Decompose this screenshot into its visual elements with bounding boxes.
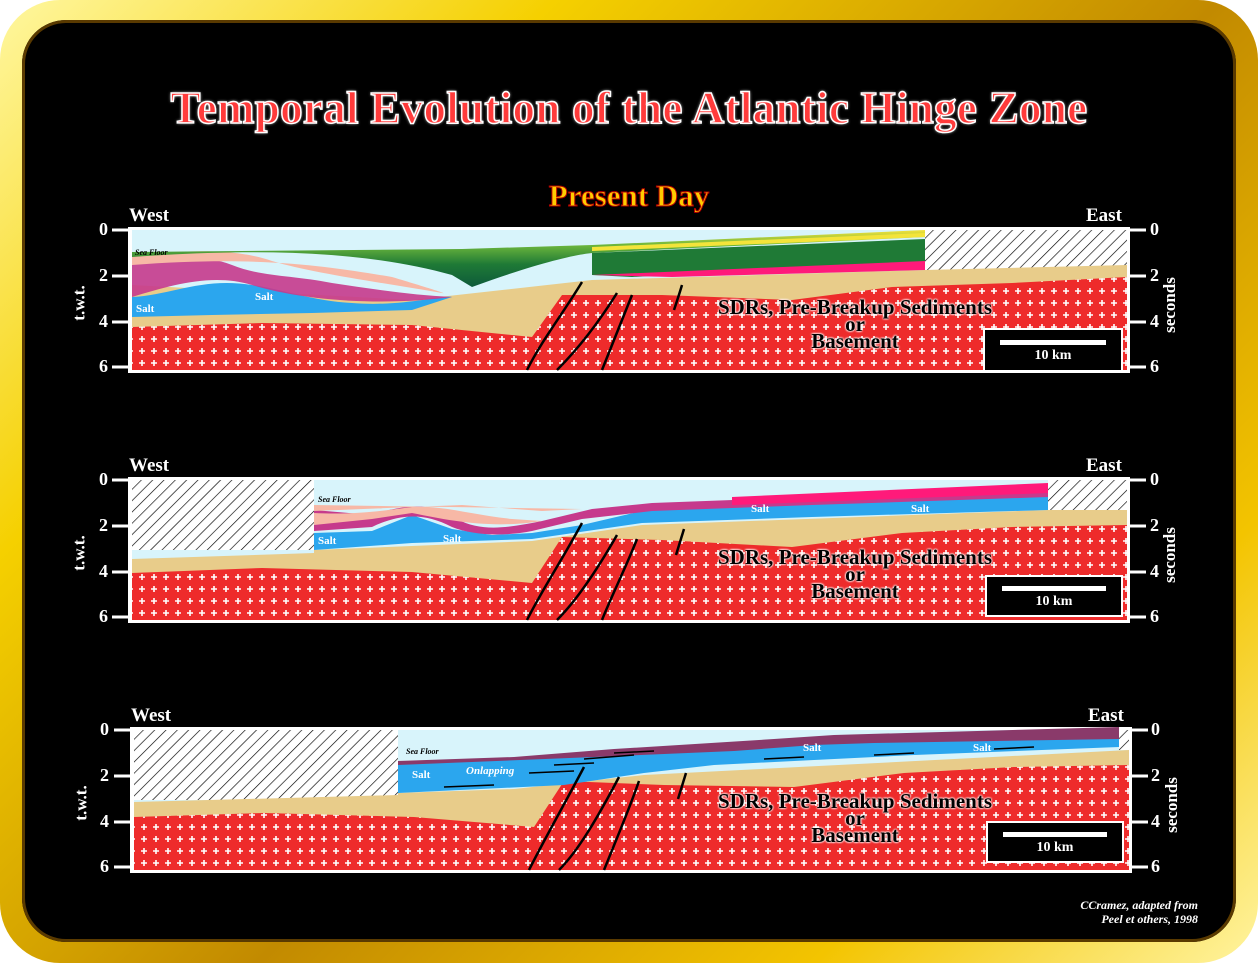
tick-0-left: 0 [100,719,109,739]
tick-0-left: 0 [99,219,108,239]
salt-label-west: Salt [412,769,431,781]
tick-4-right: 4 [1151,811,1160,831]
tick-4-right: 4 [1150,311,1159,331]
y-axis-right-label: seconds [1159,527,1179,583]
sea-floor-label: Sea Floor [318,495,351,504]
tick-4-left: 4 [99,561,108,581]
tick-4-left: 4 [99,311,108,331]
tick-2-left: 2 [99,265,108,285]
scale-bar-box: 10 km [983,328,1123,372]
cross-section-1 [112,227,1146,373]
salt-label-3: Salt [751,503,770,515]
salt-label-west: Salt [136,303,155,315]
west-label: West [129,455,170,476]
basement-text-line3: Basement [811,579,899,603]
salt-label-east: Salt [973,742,992,754]
scale-bar-line [1003,832,1107,837]
sea-floor-label: Sea Floor [406,747,439,756]
tick-0-right: 0 [1151,719,1160,739]
slide-title: Temporal Evolution of the Atlantic Hinge… [170,82,1088,134]
basement-text-line1: SDRs, Pre-Breakup Sediments [718,295,992,319]
y-axis-left-label: t.w.t. [71,785,91,821]
salt-label-2: Salt [443,533,462,545]
tick-6-right: 6 [1150,606,1159,626]
tick-6-right: 6 [1151,856,1160,876]
basement-text-line1: SDRs, Pre-Breakup Sediments [718,545,992,569]
tick-2-left: 2 [100,765,109,785]
section-present-day: West East t.w.t. seconds 0 2 4 6 0 2 4 6 [0,205,1258,385]
sea-floor-label: Sea Floor [135,248,168,257]
credit-text: CCramez, adapted from Peel et others, 19… [1080,898,1198,926]
onlapping-label: Onlapping [466,765,515,777]
salt-label-center: Salt [255,291,274,303]
tick-6-left: 6 [100,856,109,876]
basement-text-line3: Basement [811,823,899,847]
cross-section-3 [114,727,1148,873]
scale-bar-line [1002,586,1106,591]
basement-text-line2: or [845,806,865,830]
credit-line1: CCramez, adapted from [1080,898,1198,912]
cross-section-2 [112,477,1146,623]
scale-bar-label: 10 km [1036,840,1074,855]
tick-6-left: 6 [99,356,108,376]
basement-text-line1: SDRs, Pre-Breakup Sediments [718,789,992,813]
salt-label-1: Salt [318,535,337,547]
tick-4-right: 4 [1150,561,1159,581]
west-label: West [131,705,172,726]
scale-bar-box: 10 km [985,575,1123,617]
section-intermediate: West East t.w.t. seconds 0 2 4 6 0 2 4 6 [0,455,1258,635]
west-label: West [129,205,170,226]
credit-line2: Peel et others, 1998 [1101,912,1198,926]
basement-text: SDRs, Pre-Breakup Sediments or Basement [680,295,1030,353]
scale-bar-label: 10 km [1035,594,1073,609]
salt-label-center: Salt [803,742,822,754]
tick-6-right: 6 [1150,356,1159,376]
salt-label-4: Salt [911,503,930,515]
east-label: East [1086,205,1122,226]
tick-0-right: 0 [1150,469,1159,489]
section-early: West East t.w.t. seconds 0 2 4 6 0 2 4 6 [0,705,1258,885]
tick-6-left: 6 [99,606,108,626]
tick-2-right: 2 [1150,265,1159,285]
east-label: East [1088,705,1124,726]
tick-4-left: 4 [100,811,109,831]
basement-text-line3: Basement [811,329,899,353]
basement-text-line2: or [845,312,865,336]
basement-text: SDRs, Pre-Breakup Sediments or Basement [680,545,1030,603]
tick-2-right: 2 [1151,765,1160,785]
slide-subtitle: Present Day [548,178,710,214]
basement-text: SDRs, Pre-Breakup Sediments or Basement [680,789,1030,847]
y-axis-right-label: seconds [1161,777,1181,833]
basement-text-line2: or [845,562,865,586]
tick-2-left: 2 [99,515,108,535]
tick-0-left: 0 [99,469,108,489]
y-axis-left-label: t.w.t. [69,285,89,321]
scale-bar-box: 10 km [986,821,1124,863]
east-label: East [1086,455,1122,476]
tick-0-right: 0 [1150,219,1159,239]
scale-bar-label: 10 km [1034,348,1072,363]
y-axis-right-label: seconds [1159,277,1179,333]
scale-bar-line [1000,340,1106,345]
y-axis-left-label: t.w.t. [69,535,89,571]
tick-2-right: 2 [1150,515,1159,535]
